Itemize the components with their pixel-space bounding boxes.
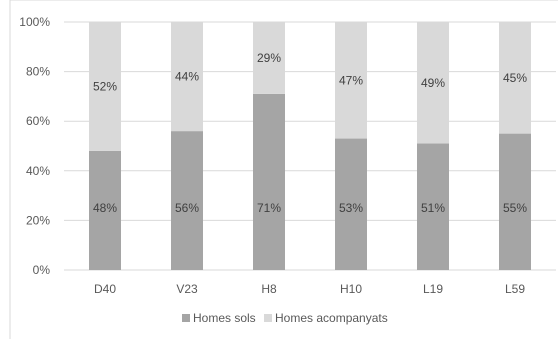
y-tick-label: 60%	[26, 114, 50, 128]
x-tick-label: L59	[505, 282, 525, 296]
data-label: 56%	[175, 201, 199, 215]
bar-segment	[417, 22, 449, 144]
x-tick-label: H8	[261, 282, 277, 296]
y-tick-label: 40%	[26, 164, 50, 178]
data-label: 44%	[175, 70, 199, 84]
legend: Homes sols Homes acompanyats	[182, 311, 388, 325]
bar-segment	[171, 22, 203, 132]
bar-segment	[89, 22, 121, 151]
y-axis-ticks: 0% 20% 40% 60% 80% 100%	[19, 15, 50, 277]
x-tick-label: D40	[94, 282, 116, 296]
data-label: 55%	[503, 201, 527, 215]
data-label: 45%	[503, 71, 527, 85]
data-label: 71%	[257, 201, 281, 215]
x-tick-label: H10	[340, 282, 362, 296]
bar-segment	[89, 150, 121, 270]
bars	[89, 22, 531, 270]
y-tick-label: 100%	[19, 15, 50, 29]
x-tick-label: L19	[423, 282, 443, 296]
y-tick-label: 0%	[33, 263, 51, 277]
data-label: 51%	[421, 201, 445, 215]
legend-label: Homes acompanyats	[275, 311, 388, 325]
bar-segment	[499, 133, 531, 270]
legend-swatch	[182, 314, 190, 322]
bar-segment	[335, 22, 367, 139]
y-tick-label: 20%	[26, 213, 50, 227]
y-tick-label: 80%	[26, 65, 50, 79]
data-label: 49%	[421, 76, 445, 90]
bar-segment	[499, 22, 531, 134]
x-tick-label: V23	[176, 282, 198, 296]
x-axis-ticks: D40 V23 H8 H10 L19 L59	[94, 282, 525, 296]
data-label: 52%	[93, 79, 117, 93]
data-labels: 48% 52% 56% 44% 71% 29% 53% 47% 51% 49% 55% 45%	[93, 51, 527, 215]
data-label: 48%	[93, 201, 117, 215]
bar-segment	[253, 93, 285, 270]
bar-segment	[171, 131, 203, 270]
legend-swatch	[264, 314, 272, 322]
bar-segment	[253, 22, 285, 94]
legend-label: Homes sols	[193, 311, 256, 325]
data-label: 53%	[339, 201, 363, 215]
bar-segment	[335, 138, 367, 270]
gridlines	[64, 21, 556, 271]
data-label: 29%	[257, 51, 281, 65]
bar-segment	[417, 143, 449, 270]
data-label: 47%	[339, 73, 363, 87]
